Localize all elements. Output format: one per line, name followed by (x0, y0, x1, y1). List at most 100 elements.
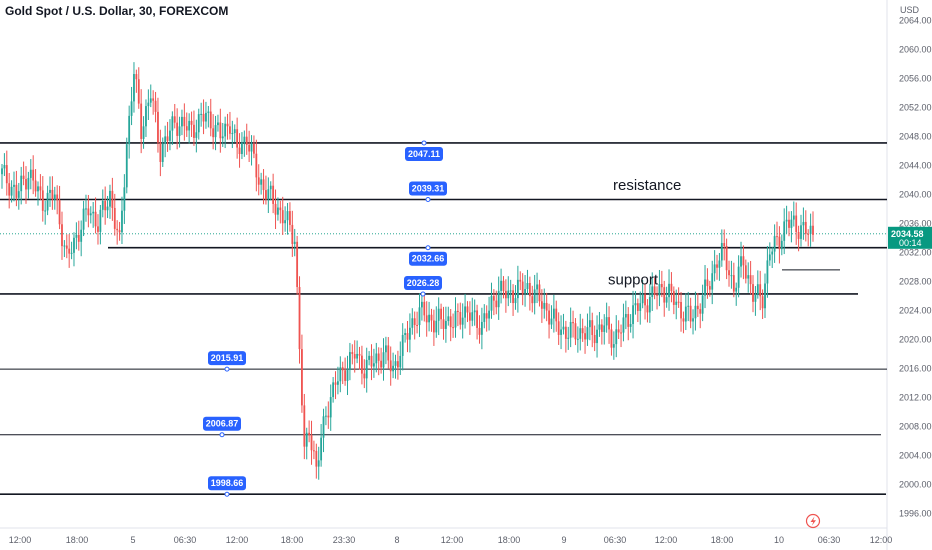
candle-body (804, 221, 807, 234)
candle-body (121, 210, 123, 233)
candle-body (699, 309, 702, 314)
candle (708, 280, 711, 297)
level-price-label[interactable]: 2026.28 (404, 275, 442, 297)
x-axis[interactable]: 12:00 18:00 5 06:30 12:00 18:00 23:30 8 12:00 18:… (0, 527, 892, 545)
candle-body (27, 177, 30, 190)
bolt-icon[interactable] (805, 513, 821, 529)
candle-body (797, 232, 800, 239)
candle-body (598, 324, 601, 330)
candle-body (759, 284, 762, 297)
x-tick-label: 12:00 (226, 535, 249, 545)
candle-body (432, 320, 435, 333)
candle-body (346, 370, 349, 381)
candle (289, 202, 291, 232)
candle-body (396, 361, 399, 368)
candle (689, 297, 692, 329)
candle (341, 361, 344, 385)
candle-body (337, 381, 339, 385)
candle (720, 229, 723, 267)
candle-body (720, 243, 723, 261)
x-tick-label: 18:00 (498, 535, 521, 545)
candle-body (670, 283, 673, 292)
candle-body (10, 186, 13, 196)
candle (670, 272, 673, 303)
support-annotation[interactable]: support (608, 271, 659, 288)
candle (368, 351, 371, 366)
candle (349, 342, 351, 381)
candle (533, 274, 536, 315)
level-anchor-dot[interactable] (425, 197, 431, 203)
candle (579, 313, 582, 351)
candle-body (480, 321, 483, 335)
candle (68, 234, 71, 268)
candle-body (509, 290, 512, 292)
price-tag-countdown: 00:14 (899, 238, 922, 248)
level-price-label[interactable]: 1998.66 (208, 476, 246, 497)
candle-body (241, 142, 243, 155)
candle (581, 318, 584, 342)
candle-body (166, 136, 169, 141)
candle (704, 265, 706, 309)
candle-body (320, 437, 323, 461)
candle-body (790, 219, 793, 228)
candle (783, 208, 786, 255)
candle-body (425, 315, 428, 323)
candle-body (485, 313, 488, 319)
level-anchor-dot[interactable] (219, 432, 225, 438)
candle (440, 303, 443, 329)
level-anchor-dot[interactable] (425, 245, 431, 251)
candle-body (687, 305, 690, 307)
candle-body (113, 207, 116, 229)
candle-body (756, 284, 759, 295)
candle-body (574, 323, 577, 340)
candle-body (243, 136, 246, 143)
candle (543, 288, 546, 319)
level-lines[interactable] (0, 142, 887, 496)
level-price-label[interactable]: 2006.87 (203, 416, 241, 438)
candle-body (233, 129, 236, 134)
candle (82, 200, 85, 237)
resistance-annotation[interactable]: resistance (613, 177, 681, 194)
y-tick-label: 2052.00 (899, 103, 932, 113)
candle (641, 279, 644, 309)
candle-body (761, 296, 764, 309)
y-tick-label: 2004.00 (899, 451, 932, 461)
candle-body (548, 310, 550, 325)
candle-body (197, 114, 200, 133)
level-price-label[interactable]: 2047.11 (405, 140, 443, 161)
candle-body (600, 324, 603, 332)
candle (612, 331, 615, 360)
level-anchor-dot[interactable] (421, 140, 427, 146)
level-price-label[interactable]: 2032.66 (409, 245, 447, 266)
level-labels[interactable]: 2047.11 2039.31 2032.66 2026.28 2015.91 2006.… (203, 140, 447, 497)
candle (310, 420, 313, 465)
candle (651, 272, 654, 311)
x-tick-label: 8 (394, 535, 399, 545)
candle-body (334, 382, 337, 385)
candle (792, 201, 795, 227)
level-anchor-dot[interactable] (420, 291, 426, 297)
level-anchor-dot[interactable] (224, 366, 230, 372)
x-tick-label: 06:30 (818, 535, 841, 545)
candle-body (454, 310, 457, 328)
candle-body (512, 290, 514, 304)
candle-body (75, 234, 78, 238)
candle-body (46, 192, 49, 211)
candle-body (680, 301, 682, 319)
candle (351, 344, 354, 365)
candle-body (176, 122, 179, 136)
candle-body (768, 254, 771, 261)
candle-body (32, 169, 35, 181)
candle-body (552, 308, 555, 319)
annotations[interactable]: resistance support (608, 177, 681, 288)
level-price-label[interactable]: 2039.31 (409, 181, 447, 203)
candle (766, 246, 769, 298)
candle-body (471, 312, 474, 321)
candle (329, 384, 332, 431)
level-price-label[interactable]: 2015.91 (208, 351, 246, 372)
y-axis[interactable]: USD 1996.00 2000.00 2004.00 2008.00 2012.00 20… (886, 0, 932, 550)
candle-body (8, 183, 11, 196)
level-anchor-dot[interactable] (224, 491, 230, 497)
candle-body (620, 332, 622, 334)
